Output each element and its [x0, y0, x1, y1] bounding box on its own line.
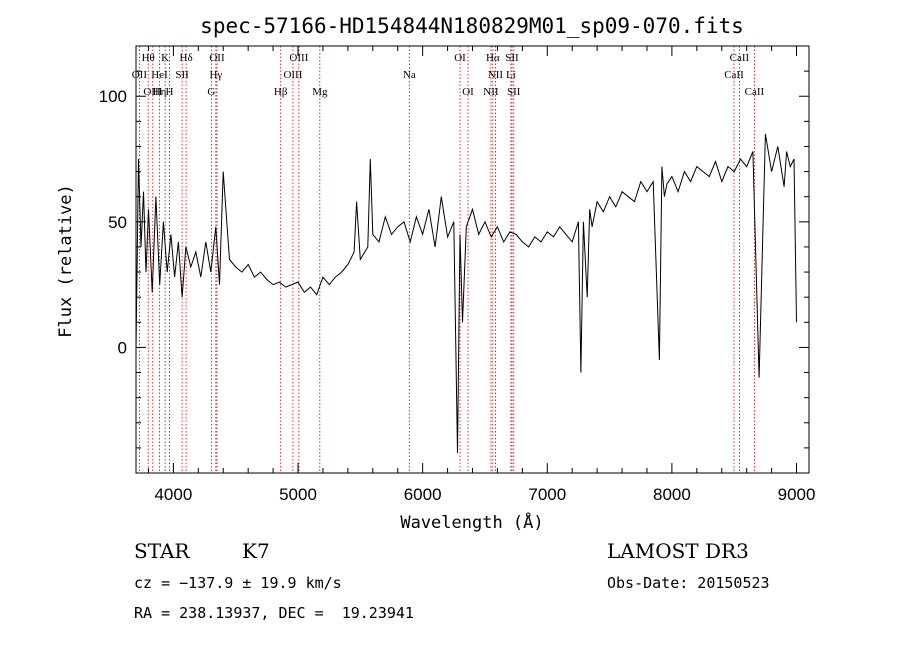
y-axis-title: Flux (relative) [56, 184, 76, 338]
spectral-line-label: Hα [486, 52, 500, 64]
spectral-line-label: HeI [151, 69, 168, 81]
spectral-line-label: Na [403, 69, 416, 81]
spectral-line-label: Hδ [180, 52, 193, 64]
axis-tick-labels: 4000 5000 6000 7000 8000 9000 0 50 100 [99, 87, 816, 504]
spectral-line-label: Li [506, 69, 516, 81]
survey-name: LAMOST DR3 [607, 539, 749, 563]
sky-coordinates: RA = 238.13937, DEC = 19.23941 [134, 604, 414, 622]
y-tick-label: 50 [108, 213, 127, 232]
observation-date: Obs-Date: 20150523 [607, 574, 770, 592]
spectral-line-label: NII [483, 86, 499, 98]
object-class: STAR [134, 539, 190, 563]
x-tick-label: 5000 [279, 485, 317, 504]
spectral-line-markers [138, 46, 755, 473]
spectral-line-label: OII [209, 52, 225, 64]
spectral-line-label: OI [462, 86, 474, 98]
spectral-line-label: K [161, 52, 169, 64]
spectral-line-label: Hη [153, 86, 167, 98]
x-tick-label: 9000 [778, 485, 816, 504]
spectral-line-label: OIII [283, 69, 302, 81]
x-tick-label: 7000 [528, 485, 566, 504]
object-subclass: K7 [242, 539, 270, 563]
spectral-line-label: CaII [745, 86, 765, 98]
spectral-line-label: OIII [289, 52, 308, 64]
redshift-velocity: cz = −137.9 ± 19.9 km/s [134, 574, 342, 592]
spectral-line-label: SII [175, 69, 189, 81]
spectral-line-label: NII [488, 69, 504, 81]
spectral-line-label: CaII [730, 52, 750, 64]
spectral-line-label: SII [507, 86, 521, 98]
spectral-line-label: Hβ [274, 86, 288, 98]
chart-title: spec-57166-HD154844N180829M01_sp09-070.f… [200, 14, 744, 38]
axis-ticks [136, 45, 809, 473]
plot-frame [135, 45, 810, 474]
spectral-line-label: Hγ [209, 69, 222, 81]
spectrum-series-line [135, 133, 797, 453]
x-tick-label: 8000 [653, 485, 691, 504]
x-tick-label: 4000 [154, 485, 192, 504]
y-tick-label: 0 [118, 338, 127, 357]
spectral-line-label: Hθ [142, 52, 155, 64]
y-tick-label: 100 [99, 87, 127, 106]
x-axis-title: Wavelength (Å) [400, 511, 543, 533]
spectral-line-label: OIII [143, 86, 162, 98]
spectral-line-label: G [207, 86, 215, 98]
spectral-line-label: Mg [312, 86, 328, 98]
spectral-line-label: SII [505, 52, 519, 64]
spectral-line-label: OI [454, 52, 466, 64]
spectral-line-label: H [166, 86, 174, 98]
spectral-line-label: CaII [724, 69, 744, 81]
x-tick-label: 6000 [404, 485, 442, 504]
